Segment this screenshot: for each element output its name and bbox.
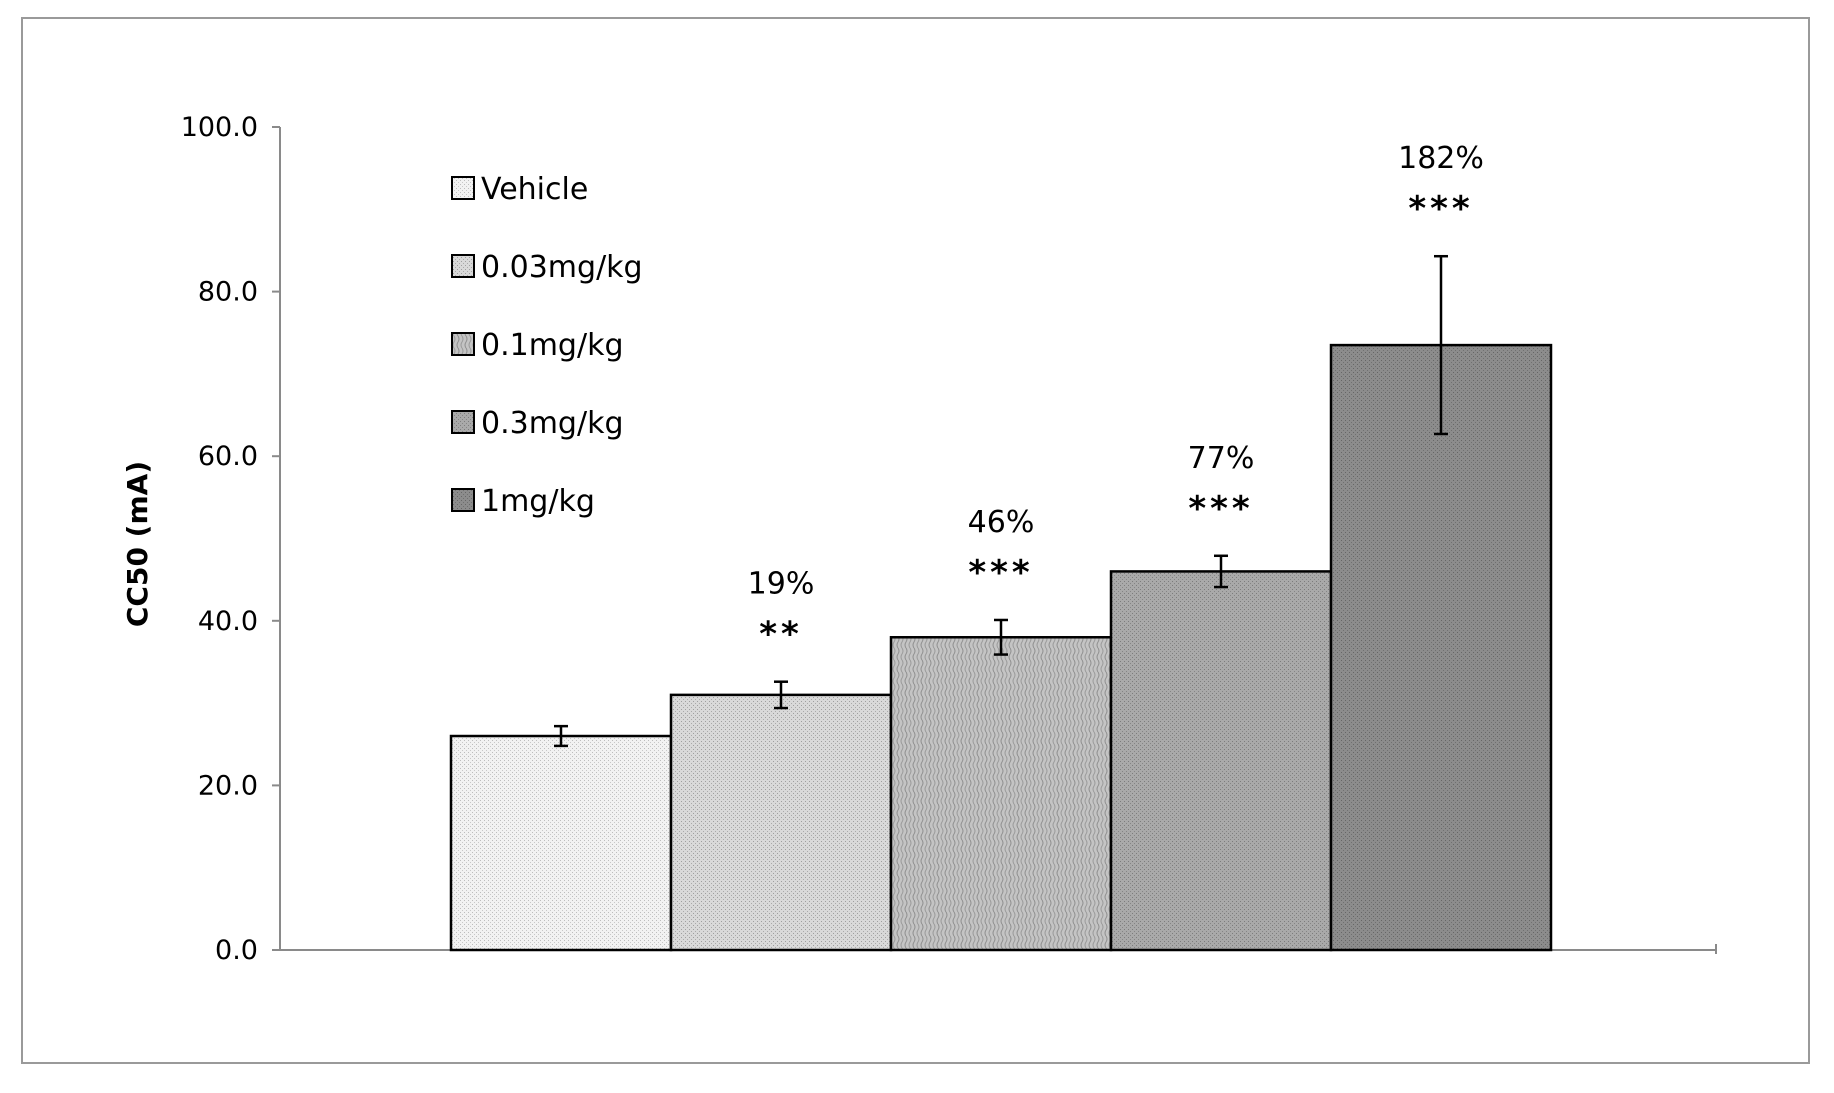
legend-swatch (451, 254, 475, 278)
significance-label: *** (1188, 489, 1253, 529)
chart-frame (21, 17, 1810, 1064)
annotations: ** 19% *** 46% *** 77% *** 182% (748, 141, 1484, 654)
y-tick-label: 40.0 (198, 606, 258, 637)
percent-label: 77% (1188, 441, 1255, 476)
error-bars (554, 254, 1448, 748)
legend-swatch (451, 488, 475, 512)
percent-label: 19% (748, 567, 815, 602)
legend: Vehicle 0.03mg/kg 0.1mg/kg 0.3mg/kg 1mg/kg (451, 172, 643, 519)
legend-swatch (451, 176, 475, 200)
bar (1329, 343, 1553, 952)
y-tick-label: 20.0 (198, 770, 258, 801)
legend-label: Vehicle (481, 172, 588, 207)
y-tick-label: 60.0 (198, 441, 258, 472)
legend-swatch (451, 410, 475, 434)
percent-label: 182% (1398, 141, 1484, 176)
significance-label: ** (759, 615, 803, 655)
y-tick-label: 80.0 (198, 277, 258, 308)
legend-label: 0.1mg/kg (481, 328, 624, 363)
legend-label: 1mg/kg (481, 484, 595, 519)
bars (449, 343, 1553, 952)
y-tick-label: 0.0 (215, 935, 258, 966)
significance-label: *** (1408, 189, 1473, 229)
bar (889, 636, 1113, 952)
axes: 0.0 20.0 40.0 60.0 80.0 100.0 (181, 112, 1717, 966)
y-axis-label: CC50 (mA) (121, 461, 154, 627)
bar (449, 734, 673, 952)
legend-swatch (451, 332, 475, 356)
bar (1109, 570, 1333, 952)
y-tick-label: 100.0 (181, 112, 258, 143)
legend-label: 0.3mg/kg (481, 406, 624, 441)
significance-label: *** (968, 553, 1033, 593)
bar (669, 693, 893, 952)
percent-label: 46% (968, 505, 1035, 540)
legend-label: 0.03mg/kg (481, 250, 643, 285)
